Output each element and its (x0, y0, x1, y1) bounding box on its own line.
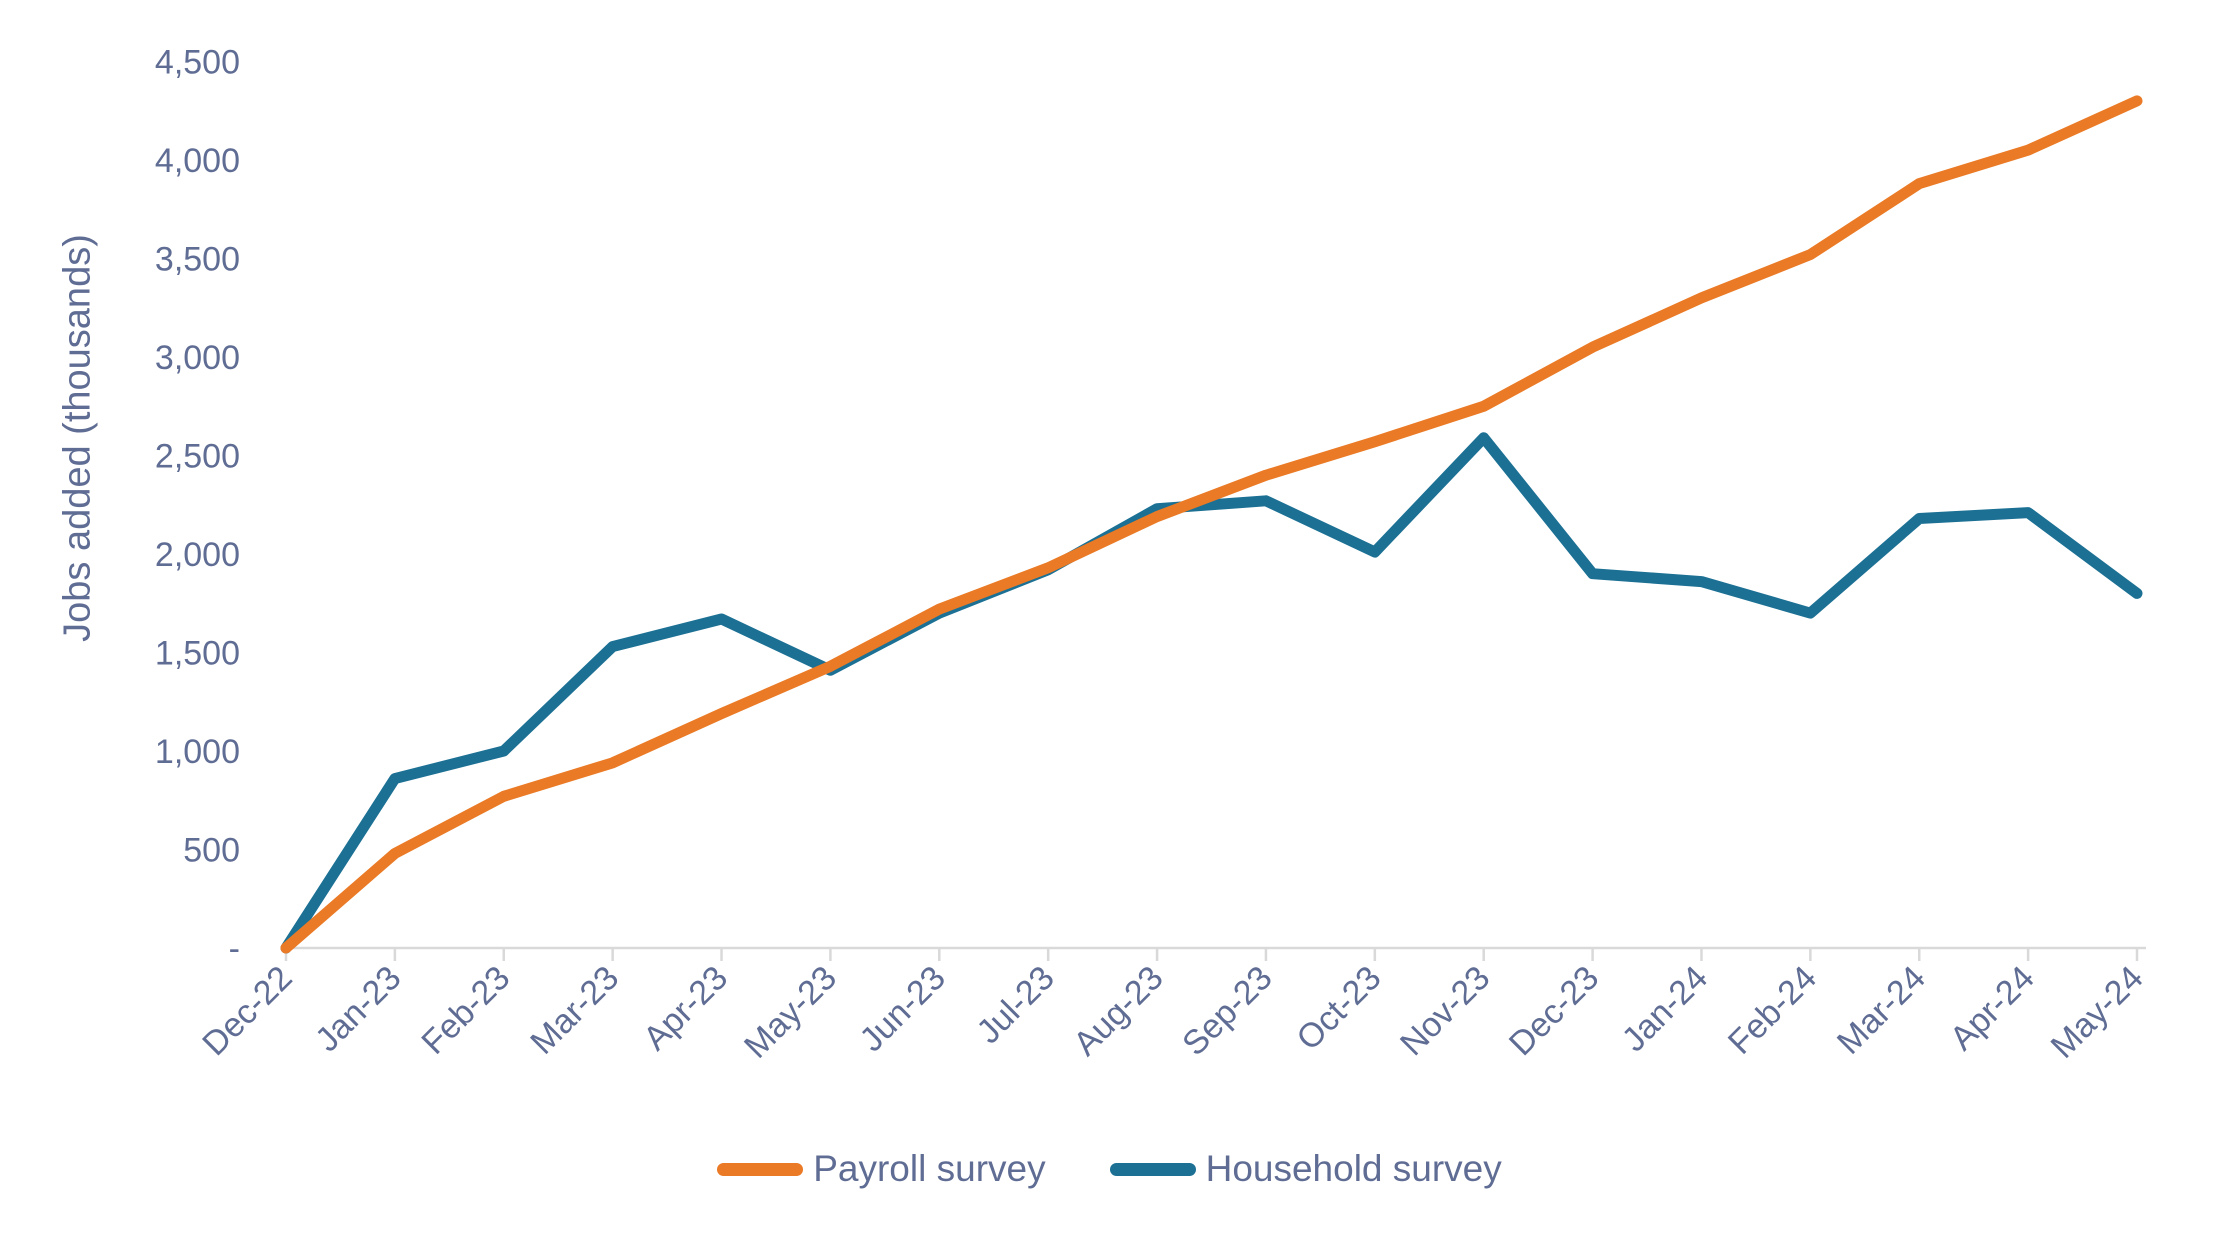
chart-legend: Payroll survey Household survey (0, 1148, 2219, 1190)
x-tick-label: Jun-23 (853, 959, 953, 1059)
x-tick-label: May-24 (2044, 959, 2151, 1066)
household-series-line (280, 432, 2143, 954)
x-tick-label: Mar-24 (1830, 959, 1933, 1062)
y-tick-label: 4,000 (155, 142, 240, 180)
x-tick-label: Jul-23 (969, 959, 1061, 1051)
y-tick-label: 2,000 (155, 536, 240, 574)
y-tick-label: 3,000 (155, 339, 240, 377)
x-tick-label: Apr-23 (636, 959, 735, 1058)
y-tick-label: 3,500 (155, 241, 240, 279)
y-axis-title: Jobs added (thousands) (56, 234, 99, 642)
legend-item-household: Household survey (1109, 1148, 1502, 1190)
legend-label-payroll: Payroll survey (813, 1148, 1046, 1189)
x-tick-label: Dec-23 (1502, 959, 1606, 1063)
x-tick-label: Apr-24 (1943, 959, 2042, 1058)
x-tick-label: Jan-23 (308, 959, 408, 1059)
x-tick-label: Mar-23 (523, 959, 626, 1062)
x-tick-label: Nov-23 (1393, 959, 1497, 1063)
payroll-line-swatch-icon (717, 1162, 804, 1176)
legend-label-household: Household survey (1205, 1148, 1502, 1189)
y-tick-label: 1,000 (155, 733, 240, 771)
y-tick-label: 2,500 (155, 438, 240, 476)
x-tick-label: Sep-23 (1175, 959, 1279, 1063)
x-tick-label: Oct-23 (1289, 959, 1388, 1058)
y-tick-label: - (229, 930, 240, 968)
household-line-swatch-icon (1109, 1162, 1196, 1176)
y-tick-label: 500 (183, 832, 240, 870)
legend-item-payroll: Payroll survey (717, 1148, 1046, 1190)
y-tick-label: 4,500 (155, 44, 240, 82)
payroll-series-line (280, 95, 2143, 954)
x-tick-label: Feb-24 (1721, 959, 1824, 1062)
x-tick-label: Dec-22 (195, 959, 299, 1063)
x-tick-label: May-23 (737, 959, 844, 1066)
x-tick-label: Feb-23 (414, 959, 517, 1062)
x-tick-label: Jan-24 (1615, 959, 1715, 1059)
x-tick-label: Aug-23 (1066, 959, 1170, 1063)
y-tick-label: 1,500 (155, 635, 240, 673)
